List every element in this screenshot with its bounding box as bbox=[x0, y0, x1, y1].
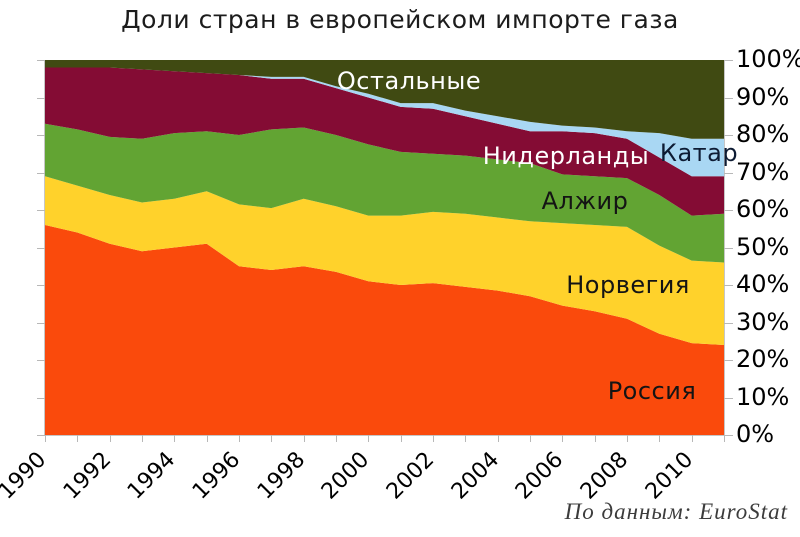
area-ostalnye bbox=[45, 60, 724, 139]
x-axis-label: 2010 bbox=[640, 447, 698, 505]
area-niderlandy bbox=[45, 67, 724, 216]
x-axis-label: 1990 bbox=[0, 447, 52, 505]
x-tick bbox=[497, 435, 499, 442]
x-tick bbox=[303, 435, 305, 442]
x-axis-label: 2008 bbox=[575, 447, 634, 505]
y-tick-right bbox=[724, 135, 733, 136]
series-label-algeria: Алжир bbox=[541, 187, 629, 215]
x-axis-label: 2006 bbox=[511, 447, 569, 505]
y-axis-label: 70% bbox=[736, 157, 790, 186]
x-tick bbox=[239, 435, 240, 442]
area-alzhir bbox=[45, 123, 724, 263]
y-tick-right bbox=[724, 247, 733, 249]
area-norvegiya bbox=[45, 176, 724, 345]
y-tick-right bbox=[724, 435, 733, 436]
y-axis-label: 50% bbox=[736, 232, 790, 261]
x-axis-label: 2002 bbox=[381, 447, 440, 505]
y-tick-left bbox=[37, 247, 45, 249]
x-axis-label: 1994 bbox=[123, 447, 181, 505]
series-label-netherlands: Нидерланды bbox=[482, 142, 650, 170]
x-tick bbox=[271, 435, 273, 442]
x-tick bbox=[45, 435, 46, 442]
y-tick-right bbox=[724, 397, 733, 399]
x-tick bbox=[142, 435, 143, 442]
x-tick bbox=[433, 435, 434, 442]
y-axis-label: 0% bbox=[736, 420, 775, 448]
x-tick bbox=[109, 435, 111, 442]
y-tick-left bbox=[37, 135, 45, 136]
x-tick bbox=[77, 435, 79, 442]
y-tick-left bbox=[37, 210, 45, 211]
plot-area bbox=[45, 60, 724, 435]
x-axis-label: 1996 bbox=[187, 447, 246, 505]
x-tick bbox=[206, 435, 208, 442]
y-axis-label: 40% bbox=[736, 270, 790, 298]
y-tick-left bbox=[37, 97, 45, 99]
chart-title: Доли стран в европейском импорте газа bbox=[121, 5, 679, 34]
x-axis-label: 2004 bbox=[446, 447, 504, 505]
y-tick-left bbox=[37, 172, 45, 174]
y-tick-left bbox=[37, 397, 45, 399]
y-tick-right bbox=[724, 285, 733, 286]
y-tick-left bbox=[37, 435, 45, 436]
area-rossiya bbox=[45, 225, 724, 435]
x-axis-line bbox=[44, 435, 725, 436]
y-tick-right bbox=[724, 97, 733, 99]
y-axis-label: 30% bbox=[736, 307, 790, 336]
y-tick-right bbox=[724, 60, 733, 61]
x-tick bbox=[174, 435, 176, 442]
y-tick-right bbox=[724, 210, 733, 211]
x-axis-label: 1992 bbox=[58, 447, 116, 505]
x-tick bbox=[336, 435, 337, 442]
series-label-norway: Норвегия bbox=[566, 271, 690, 299]
y-tick-left bbox=[37, 285, 45, 286]
y-tick-left bbox=[37, 60, 45, 61]
x-tick bbox=[594, 435, 596, 442]
y-tick-right bbox=[724, 360, 733, 361]
x-tick bbox=[691, 435, 693, 442]
y-axis-label: 60% bbox=[736, 195, 790, 223]
x-tick bbox=[562, 435, 564, 442]
y-axis-label: 100% bbox=[736, 45, 800, 73]
y-tick-left bbox=[37, 360, 45, 361]
y-tick-left bbox=[37, 322, 45, 324]
y-axis-label: 10% bbox=[736, 382, 790, 411]
y-axis-label: 20% bbox=[736, 345, 790, 373]
series-label-qatar: Катар bbox=[659, 139, 739, 167]
series-label-others: Остальные bbox=[336, 67, 482, 95]
y-tick-right bbox=[724, 172, 733, 174]
x-tick bbox=[627, 435, 628, 442]
x-axis-label: 2000 bbox=[317, 447, 375, 505]
stacked-area-chart bbox=[45, 60, 724, 435]
y-tick-right bbox=[724, 322, 733, 324]
x-tick bbox=[368, 435, 370, 442]
x-tick bbox=[530, 435, 531, 442]
y-axis-label: 90% bbox=[736, 82, 790, 111]
x-axis-label: 1998 bbox=[252, 447, 310, 505]
source-attribution: По данным: EuroStat bbox=[564, 499, 788, 524]
series-label-russia: Россия bbox=[607, 377, 697, 405]
x-tick bbox=[465, 435, 467, 442]
x-tick bbox=[400, 435, 402, 442]
x-tick bbox=[659, 435, 661, 442]
y-axis-label: 80% bbox=[736, 120, 790, 148]
x-tick bbox=[724, 435, 725, 442]
